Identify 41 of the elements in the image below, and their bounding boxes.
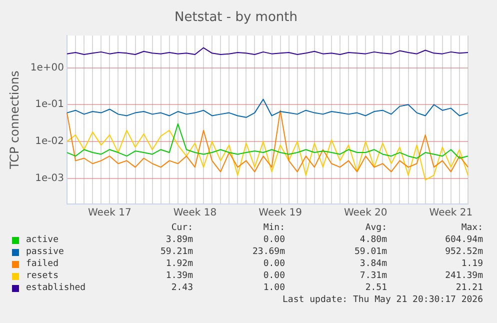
text: 3.84m bbox=[358, 258, 387, 270]
x-tick-label: Week 20 bbox=[344, 208, 388, 219]
legend-label: passive bbox=[26, 246, 64, 258]
text: 0.00 bbox=[262, 234, 285, 246]
text: 0.00 bbox=[262, 270, 285, 282]
text: 952.52m bbox=[444, 246, 483, 258]
text: 23.69m bbox=[251, 246, 285, 258]
text: Min: bbox=[262, 222, 285, 234]
text: 59.01m bbox=[353, 246, 387, 258]
text: Max: bbox=[460, 222, 483, 234]
text: 1.00 bbox=[262, 282, 285, 294]
text: 1.92m bbox=[164, 258, 193, 270]
y-tick-label: 1e-01 bbox=[35, 99, 64, 110]
text: 7.31m bbox=[358, 270, 387, 282]
text: 4.80m bbox=[358, 234, 387, 246]
text: 3.89m bbox=[164, 234, 193, 246]
y-tick-label: 1e-02 bbox=[35, 136, 64, 148]
x-tick-label: Week 17 bbox=[88, 208, 132, 219]
y-axis-title: TCP connections bbox=[7, 70, 22, 170]
x-tick-label: Week 18 bbox=[173, 208, 217, 219]
text: Avg: bbox=[364, 222, 387, 234]
text: Last update: Thu May 21 20:30:17 2026 bbox=[282, 295, 483, 305]
text: 59.21m bbox=[159, 246, 193, 258]
y-tick-label: 1e+00 bbox=[30, 62, 64, 74]
text: Cur: bbox=[170, 222, 193, 234]
chart-title: Netstat - by month bbox=[174, 10, 298, 26]
text: 604.94m bbox=[444, 234, 483, 246]
legend-label: failed bbox=[26, 258, 59, 270]
y-tick-label: 1e-03 bbox=[35, 172, 64, 184]
legend-label: resets bbox=[26, 270, 59, 282]
legend-label: active bbox=[26, 234, 59, 246]
text: 21.21 bbox=[454, 282, 483, 294]
text: 1.39m bbox=[164, 270, 193, 282]
legend-label: established bbox=[26, 282, 86, 294]
text: 2.51 bbox=[364, 282, 387, 294]
text: 2.43 bbox=[170, 282, 193, 294]
text: 241.39m bbox=[444, 270, 483, 282]
text: 0.00 bbox=[262, 258, 285, 270]
text: 1.19 bbox=[460, 258, 483, 270]
x-tick-label: Week 21 bbox=[429, 208, 473, 219]
x-tick-label: Week 19 bbox=[258, 208, 302, 219]
